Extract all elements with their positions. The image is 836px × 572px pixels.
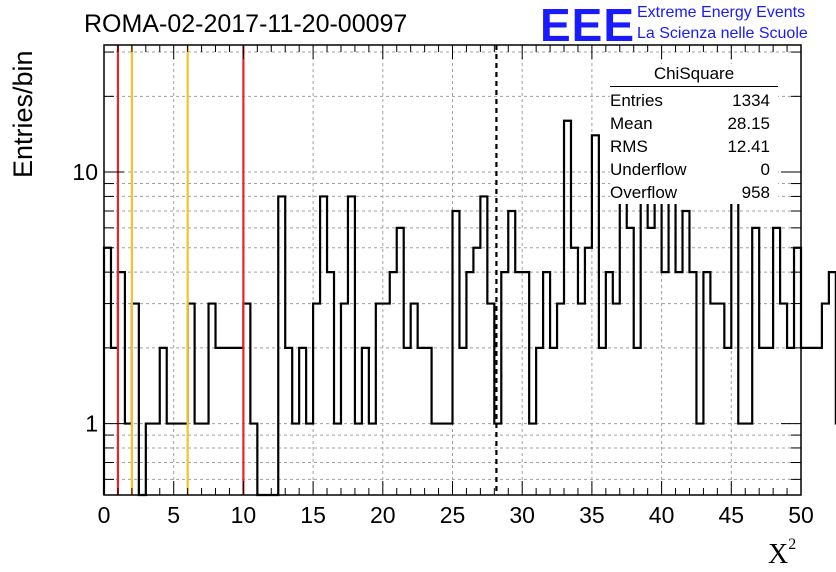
x-tick-label: 50 [788, 502, 814, 528]
eee-logo-line2: La Scienza nelle Scuole [637, 25, 808, 42]
x-tick-label: 30 [509, 502, 535, 528]
x-tick-label: 45 [719, 502, 745, 528]
x-tick-label: 40 [649, 502, 675, 528]
histogram-series [102, 112, 836, 497]
stats-row-overflow: Overflow 958 [610, 181, 778, 204]
x-axis-label: X2 [768, 536, 796, 571]
stats-title: ChiSquare [610, 64, 778, 87]
stats-value: 1334 [732, 91, 770, 110]
y-axis-label: Entries/bin [8, 50, 38, 178]
stats-value: 0 [760, 160, 770, 179]
stats-value: 958 [741, 183, 770, 202]
stats-label: Overflow [610, 183, 678, 202]
y-tick-label: 1 [85, 411, 98, 437]
stats-label: Entries [610, 91, 663, 110]
x-tick-label: 10 [231, 502, 257, 528]
x-tick-label: 25 [440, 502, 466, 528]
stats-row-rms: RMS 12.41 [610, 135, 778, 158]
stats-value: 12.41 [727, 137, 770, 156]
stats-box: ChiSquare Entries 1334 Mean 28.15 RMS 12… [610, 64, 778, 204]
eee-logo-line1: Extreme Energy Events [637, 4, 806, 21]
eee-logo: EEE [540, 0, 636, 51]
x-tick-label: 15 [300, 502, 326, 528]
stats-value: 28.15 [727, 114, 770, 133]
stats-row-entries: Entries 1334 [610, 89, 778, 112]
stats-row-underflow: Underflow 0 [610, 158, 778, 181]
x-axis-label-base: X [768, 539, 789, 570]
stats-row-mean: Mean 28.15 [610, 112, 778, 135]
x-axis-label-superscript: 2 [788, 536, 797, 553]
run-title: ROMA-02-2017-11-20-00097 [84, 10, 408, 38]
x-tick-label: 5 [167, 502, 180, 528]
x-tick-label: 35 [579, 502, 605, 528]
x-tick-label: 20 [370, 502, 396, 528]
x-tick-label: 0 [98, 502, 111, 528]
stats-label: RMS [610, 137, 648, 156]
y-tick-label: 10 [72, 159, 98, 185]
stats-label: Mean [610, 114, 653, 133]
stats-label: Underflow [610, 160, 687, 179]
